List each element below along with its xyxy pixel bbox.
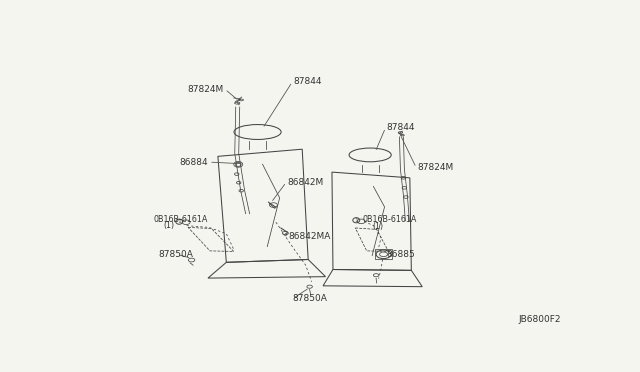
Text: 1: 1: [355, 218, 358, 223]
Text: JB6800F2: JB6800F2: [518, 315, 561, 324]
Text: 87844: 87844: [293, 77, 322, 86]
Text: 87824M: 87824M: [188, 84, 224, 93]
Text: 87850A: 87850A: [292, 295, 327, 304]
Text: (1): (1): [372, 222, 384, 231]
Text: 86885: 86885: [387, 250, 415, 259]
Text: 1: 1: [177, 219, 181, 224]
Text: 86842MA: 86842MA: [288, 232, 331, 241]
Text: 86842M: 86842M: [287, 178, 324, 187]
Text: 87844: 87844: [387, 123, 415, 132]
Text: 87850A: 87850A: [158, 250, 193, 259]
Text: (1): (1): [163, 221, 175, 230]
Text: 86884: 86884: [179, 158, 208, 167]
Text: 0B16B-6161A: 0B16B-6161A: [154, 215, 208, 224]
Text: 87824M: 87824M: [417, 163, 454, 172]
Text: 0B16B-6161A: 0B16B-6161A: [363, 215, 417, 224]
